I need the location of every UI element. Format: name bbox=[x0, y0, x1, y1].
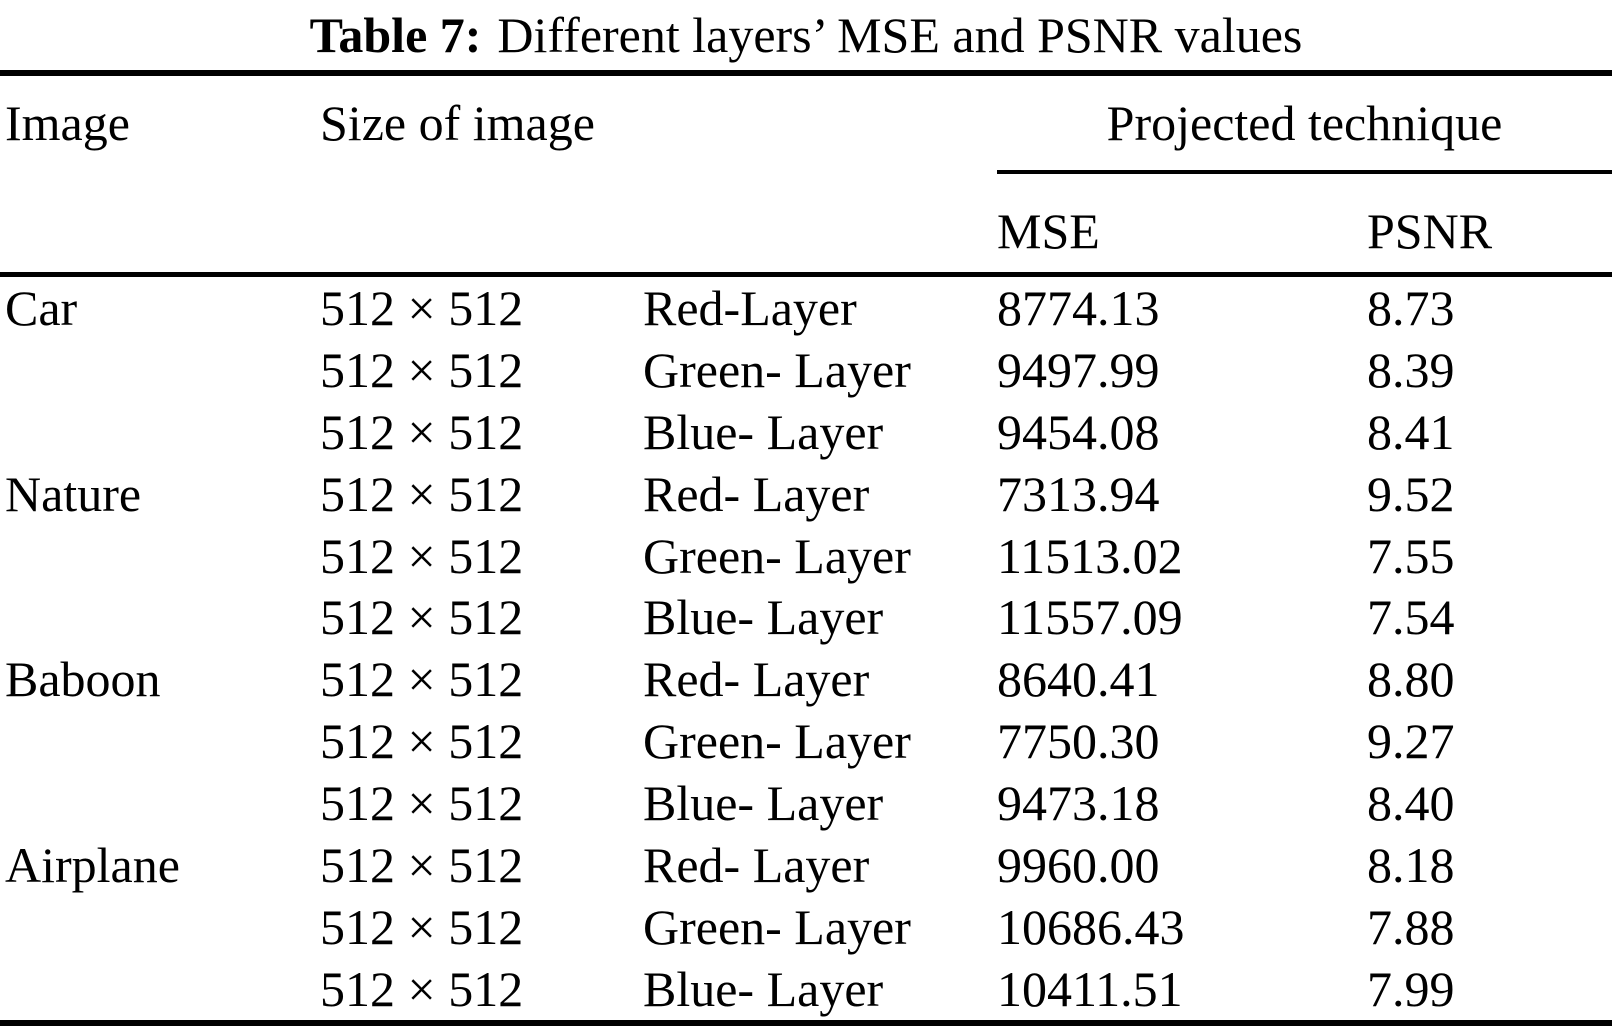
table-caption-text: Different layers’ MSE and PSNR values bbox=[497, 7, 1303, 63]
cell-mse: 10411.51 bbox=[997, 960, 1183, 1017]
cell-mse: 9473.18 bbox=[997, 775, 1160, 832]
bottom-rule bbox=[0, 1019, 1612, 1026]
table-row: Car 512 × 512 Red-Layer 8774.13 8.73 bbox=[0, 277, 1612, 339]
subheader-spacer-1 bbox=[5, 260, 320, 272]
cell-mse: 7750.30 bbox=[997, 713, 1160, 770]
column-header-image: Image bbox=[5, 95, 130, 151]
cell-psnr: 8.80 bbox=[1367, 651, 1455, 708]
table-row: 512 × 512 Blue- Layer 9454.08 8.41 bbox=[0, 401, 1612, 463]
cell-mse: 7313.94 bbox=[997, 465, 1160, 522]
cell-layer: Red- Layer bbox=[643, 651, 870, 708]
cell-size: 512 × 512 bbox=[320, 713, 524, 770]
cell-layer: Blue- Layer bbox=[643, 775, 884, 832]
cell-layer: Green- Layer bbox=[643, 898, 911, 955]
cell-image: Airplane bbox=[5, 836, 180, 893]
cell-size: 512 × 512 bbox=[320, 836, 524, 893]
cell-psnr: 7.54 bbox=[1367, 589, 1455, 646]
cell-size: 512 × 512 bbox=[320, 589, 524, 646]
cell-mse: 8640.41 bbox=[997, 651, 1160, 708]
cell-psnr: 8.18 bbox=[1367, 836, 1455, 893]
cell-mse: 11557.09 bbox=[997, 589, 1183, 646]
column-group-header-projected-technique: Projected technique bbox=[1106, 95, 1503, 151]
cell-mse: 9960.00 bbox=[997, 836, 1160, 893]
cell-layer: Red- Layer bbox=[643, 465, 870, 522]
table-body: Car 512 × 512 Red-Layer 8774.13 8.73 512… bbox=[0, 277, 1612, 1020]
cell-psnr: 8.41 bbox=[1367, 403, 1455, 460]
table-caption-label: Table 7: bbox=[309, 7, 482, 63]
cell-psnr: 7.88 bbox=[1367, 898, 1455, 955]
table-subheader-row: MSE PSNR bbox=[0, 174, 1612, 272]
table-row: 512 × 512 Green- Layer 9497.99 8.39 bbox=[0, 339, 1612, 401]
cell-psnr: 7.55 bbox=[1367, 527, 1455, 584]
cell-psnr: 8.40 bbox=[1367, 775, 1455, 832]
column-header-mse: MSE bbox=[997, 203, 1100, 259]
table-row: 512 × 512 Blue- Layer 9473.18 8.40 bbox=[0, 772, 1612, 834]
header-body-rule bbox=[0, 272, 1612, 277]
cell-psnr: 8.73 bbox=[1367, 279, 1455, 336]
cell-size: 512 × 512 bbox=[320, 527, 524, 584]
projected-technique-underline bbox=[997, 170, 1612, 174]
subheader-spacer-2 bbox=[320, 260, 643, 272]
cell-image: Car bbox=[5, 279, 78, 336]
table-row: Baboon 512 × 512 Red- Layer 8640.41 8.80 bbox=[0, 648, 1612, 710]
cell-layer: Blue- Layer bbox=[643, 589, 884, 646]
table-header-row: Image Size of image Projected technique bbox=[0, 76, 1612, 170]
cell-image: Baboon bbox=[5, 651, 161, 708]
table-row: Nature 512 × 512 Red- Layer 7313.94 9.52 bbox=[0, 463, 1612, 525]
table-row: 512 × 512 Green- Layer 7750.30 9.27 bbox=[0, 710, 1612, 772]
table-row: 512 × 512 Green- Layer 11513.02 7.55 bbox=[0, 525, 1612, 587]
cell-psnr: 8.39 bbox=[1367, 341, 1455, 398]
cell-layer: Blue- Layer bbox=[643, 403, 884, 460]
table-row: 512 × 512 Blue- Layer 11557.09 7.54 bbox=[0, 586, 1612, 648]
cell-layer: Red- Layer bbox=[643, 836, 870, 893]
table-caption: Table 7: Different layers’ MSE and PSNR v… bbox=[0, 0, 1612, 70]
subheader-spacer-3 bbox=[643, 260, 997, 272]
cell-size: 512 × 512 bbox=[320, 960, 524, 1017]
cell-psnr: 9.27 bbox=[1367, 713, 1455, 770]
cell-image: Nature bbox=[5, 465, 142, 522]
cell-psnr: 9.52 bbox=[1367, 465, 1455, 522]
cell-size: 512 × 512 bbox=[320, 341, 524, 398]
cell-layer: Red-Layer bbox=[643, 279, 857, 336]
column-header-psnr: PSNR bbox=[1367, 203, 1493, 259]
table-row: 512 × 512 Blue- Layer 10411.51 7.99 bbox=[0, 958, 1612, 1020]
cell-layer: Green- Layer bbox=[643, 527, 911, 584]
cell-size: 512 × 512 bbox=[320, 465, 524, 522]
cell-layer: Blue- Layer bbox=[643, 960, 884, 1017]
cell-size: 512 × 512 bbox=[320, 279, 524, 336]
cell-size: 512 × 512 bbox=[320, 775, 524, 832]
cell-mse: 9454.08 bbox=[997, 403, 1160, 460]
table-row: 512 × 512 Green- Layer 10686.43 7.88 bbox=[0, 896, 1612, 958]
cell-psnr: 7.99 bbox=[1367, 960, 1455, 1017]
column-header-size: Size of image bbox=[320, 95, 595, 151]
cell-layer: Green- Layer bbox=[643, 713, 911, 770]
table-row: Airplane 512 × 512 Red- Layer 9960.00 8.… bbox=[0, 834, 1612, 896]
top-rule bbox=[0, 70, 1612, 76]
cell-mse: 8774.13 bbox=[997, 279, 1160, 336]
cell-mse: 11513.02 bbox=[997, 527, 1183, 584]
cell-size: 512 × 512 bbox=[320, 651, 524, 708]
cell-size: 512 × 512 bbox=[320, 898, 524, 955]
cell-layer: Green- Layer bbox=[643, 341, 911, 398]
cell-size: 512 × 512 bbox=[320, 403, 524, 460]
cell-mse: 9497.99 bbox=[997, 341, 1160, 398]
cell-mse: 10686.43 bbox=[997, 898, 1185, 955]
